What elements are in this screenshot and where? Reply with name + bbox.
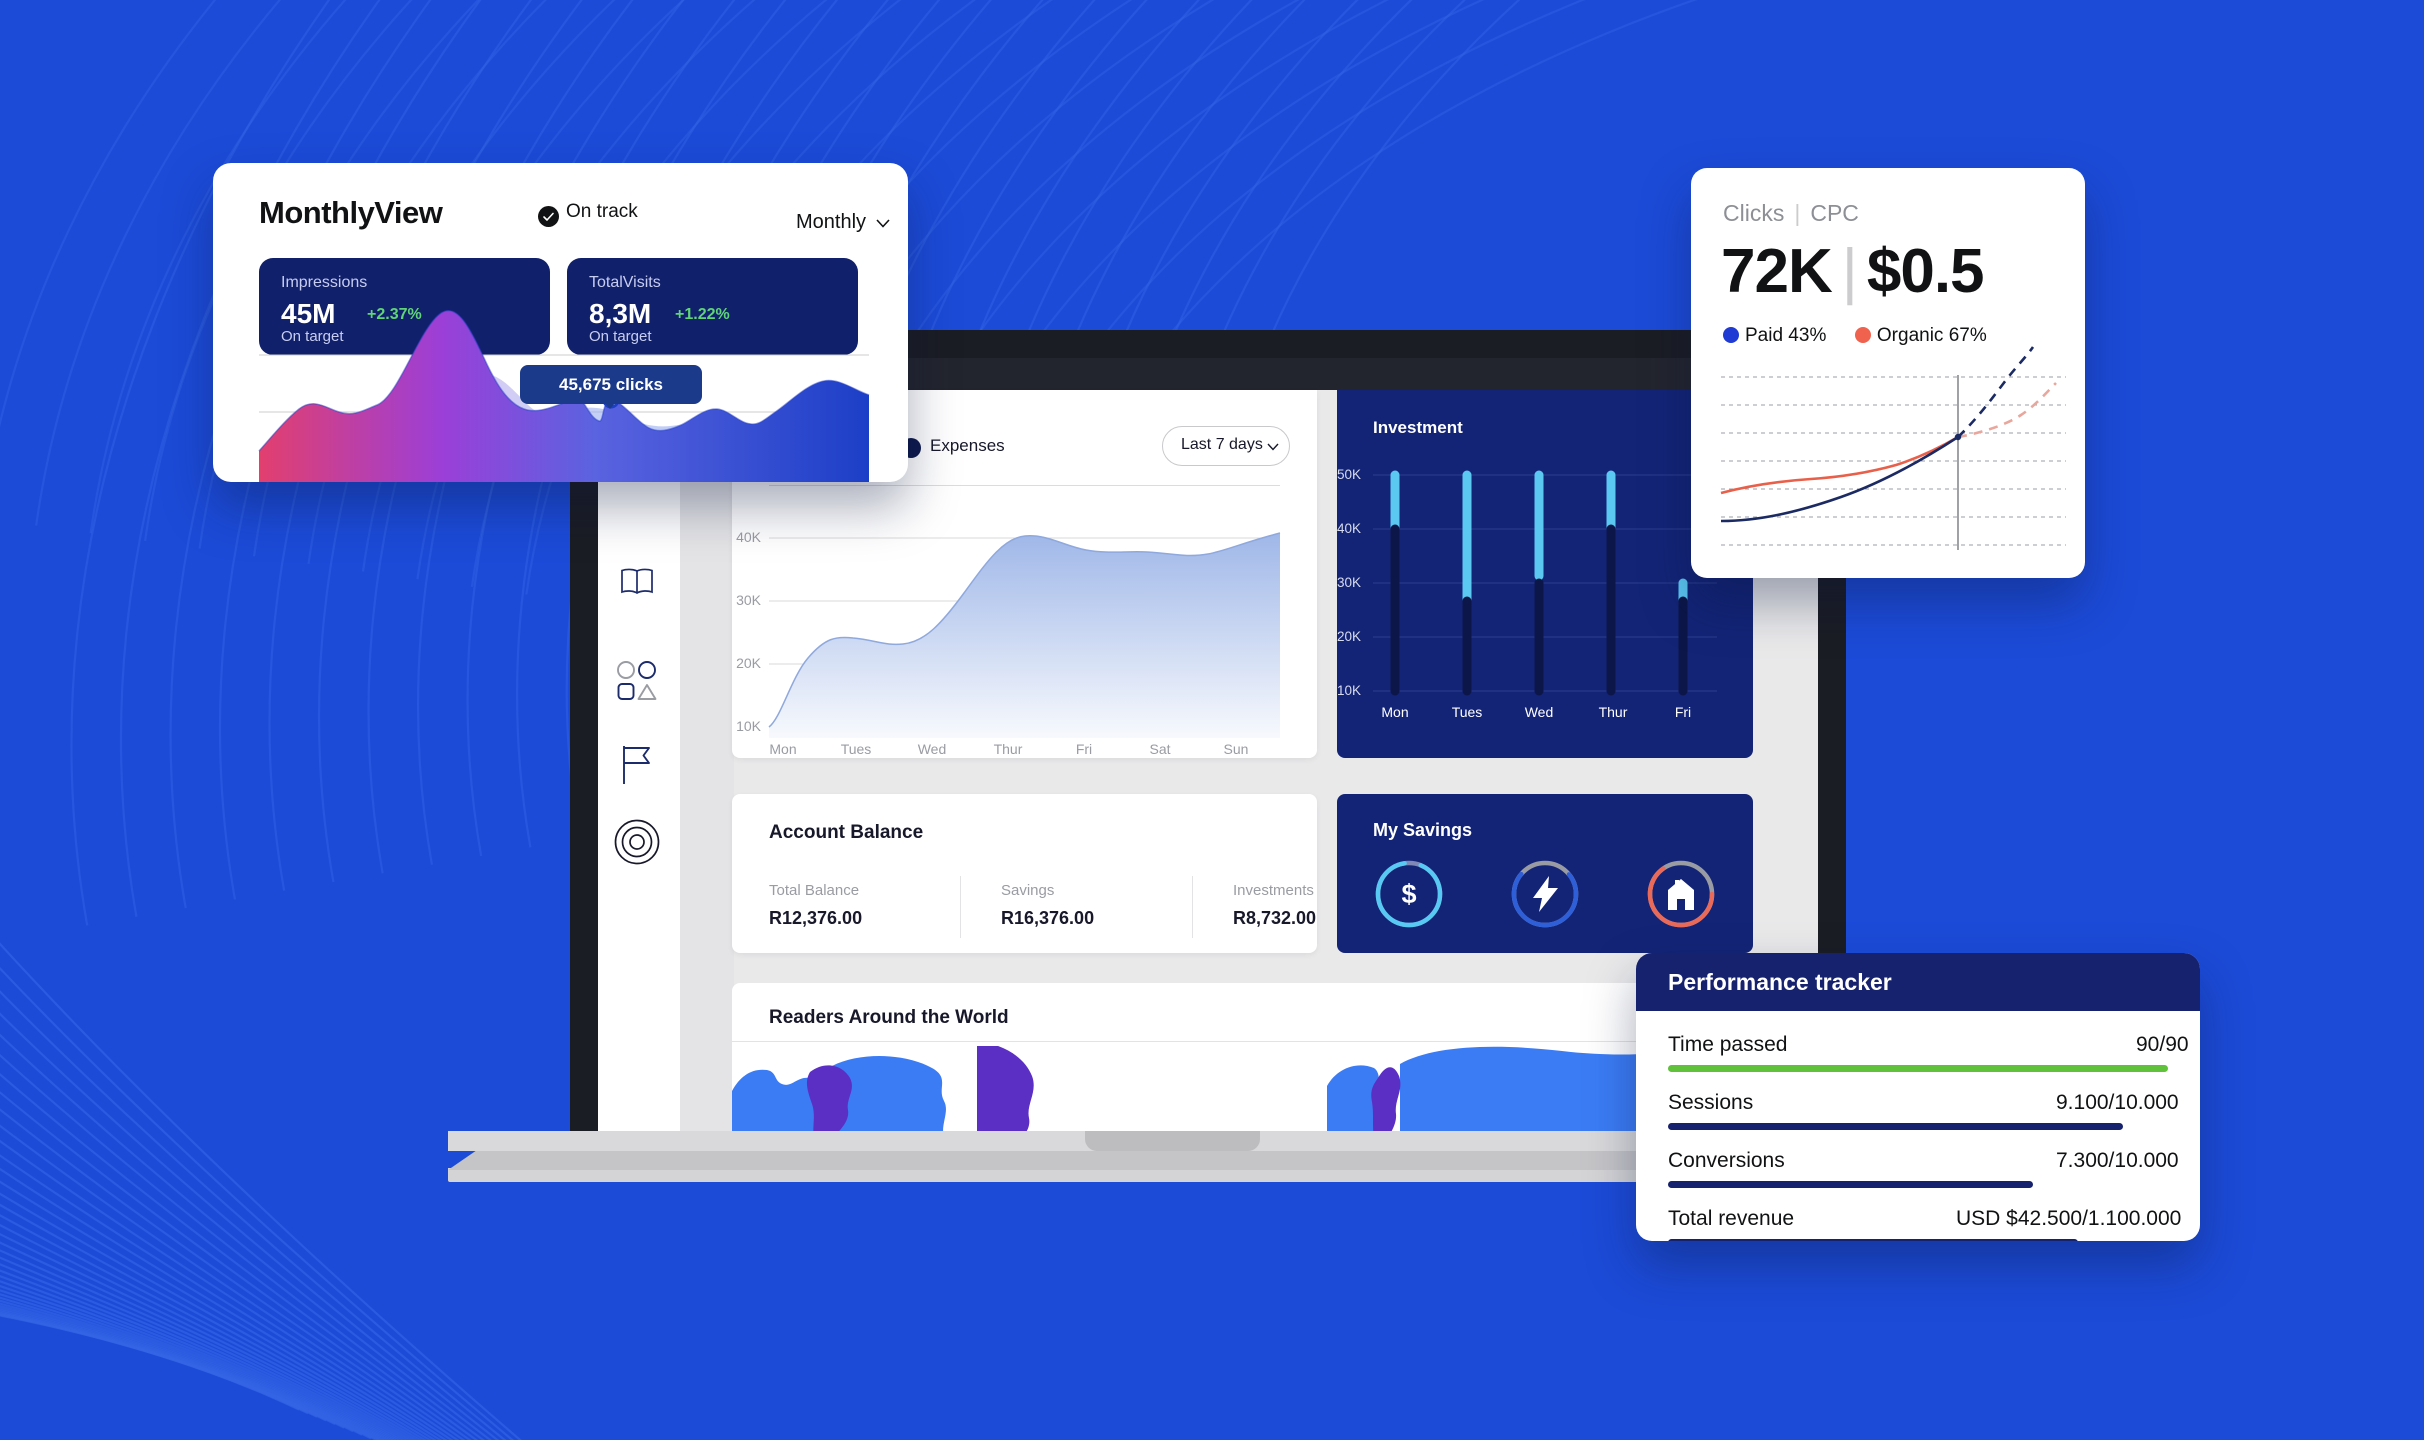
svg-text:Wed: Wed (918, 741, 947, 757)
svg-text:30K: 30K (1337, 575, 1361, 590)
svg-text:Tues: Tues (1452, 704, 1483, 720)
svg-text:Thur: Thur (994, 741, 1023, 757)
svg-text:20K: 20K (736, 655, 762, 671)
svg-text:50K: 50K (1337, 467, 1361, 482)
svg-text:10K: 10K (1337, 683, 1361, 698)
svg-text:Fri: Fri (1076, 741, 1092, 757)
svg-text:40K: 40K (1337, 521, 1361, 536)
svg-text:20K: 20K (1337, 629, 1361, 644)
svg-text:Fri: Fri (1675, 704, 1691, 720)
svg-text:Mon: Mon (1381, 704, 1408, 720)
svg-text:Sun: Sun (1224, 741, 1249, 757)
svg-text:10K: 10K (736, 718, 762, 734)
svg-text:30K: 30K (736, 592, 762, 608)
svg-text:Sat: Sat (1149, 741, 1170, 757)
svg-text:$: $ (1401, 879, 1416, 909)
svg-text:Tues: Tues (841, 741, 872, 757)
svg-text:40K: 40K (736, 529, 762, 545)
svg-text:Mon: Mon (769, 741, 796, 757)
svg-text:Wed: Wed (1525, 704, 1554, 720)
svg-text:Thur: Thur (1599, 704, 1628, 720)
